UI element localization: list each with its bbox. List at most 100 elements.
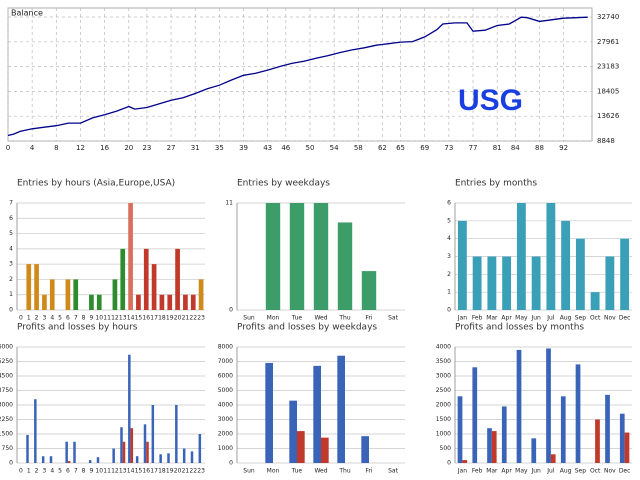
y-tick-label: 27961 [597,38,619,46]
bar [26,264,32,310]
bar [560,396,566,463]
bar [337,355,345,463]
x-tick-label: Sun [243,468,255,475]
x-tick-label: 15 [135,468,143,475]
x-tick-label: Apr [501,315,512,322]
y-tick-label: 0 [9,307,13,314]
bar [265,203,281,310]
y-tick-label: 3000 [0,402,13,409]
x-tick-label: 14 [127,468,135,475]
x-tick-label: Mon [267,468,280,475]
x-tick-label: Aug [560,468,572,475]
y-tick-label: 1 [9,291,13,298]
bar [146,441,149,463]
plot-frame [7,7,593,142]
bar [313,365,321,463]
x-tick-label: 16 [142,315,150,322]
x-tick-label: 81 [493,144,502,152]
bar [34,399,37,463]
y-tick-label: 5 [447,217,451,224]
x-tick-label: 1 [27,315,31,322]
x-tick-label: 21 [182,468,190,475]
x-tick-label: 0 [19,315,23,322]
bar [120,248,126,310]
bar [159,454,162,463]
y-tick-label: 13626 [597,112,620,120]
bar [34,264,39,310]
bar [112,448,115,463]
bar [487,428,492,463]
x-tick-label: Jun [530,468,541,475]
y-tick-label: 750 [2,445,14,452]
bar [502,256,512,310]
x-tick-label: Thu [338,315,350,322]
x-tick-label: Oct [590,315,601,322]
bar [472,256,482,310]
bar [143,248,149,310]
x-tick-label: 5 [58,315,62,322]
x-tick-label: Tue [291,315,303,322]
x-tick-label: 22 [189,468,197,475]
x-tick-label: 39 [239,144,248,152]
bar [297,431,305,463]
bar [516,203,526,310]
y-tick-label: 7000 [218,358,233,365]
bar [321,437,329,463]
bar [151,264,157,310]
bar [135,456,139,463]
bar [575,364,581,463]
bar [265,362,273,463]
y-tick-label: 0 [447,460,451,467]
bar [546,203,556,310]
bar [167,453,170,463]
x-tick-label: 7 [74,468,78,475]
bar [605,256,615,310]
bar [89,294,94,310]
y-tick-label: 0 [9,460,13,467]
x-tick-label: 5 [58,468,62,475]
x-tick-label: 92 [559,144,568,152]
x-tick-label: 4 [50,315,54,322]
bar [175,248,180,310]
x-tick-label: Jun [530,315,541,322]
x-tick-label: Dec [619,315,631,322]
bar [65,279,71,310]
bar [501,406,507,463]
chart-title: Entries by weekdays [237,179,330,189]
x-tick-label: 65 [396,144,405,152]
x-tick-label: 20 [174,315,182,322]
x-tick-label: 19 [166,315,174,322]
bar [472,367,478,463]
x-tick-label: Jan [457,315,467,322]
y-tick-label: 3000 [436,373,451,380]
bar [88,460,92,463]
y-tick-label: 5 [9,230,13,237]
bar [128,354,131,463]
y-tick-label: 1 [447,289,451,296]
bar [487,256,497,310]
bar [457,396,463,463]
y-tick-label: 4 [447,235,451,242]
bar [190,294,196,310]
y-tick-label: 6 [447,200,451,207]
x-tick-label: Sat [388,315,398,322]
balance-line [7,16,588,137]
bar [531,438,537,463]
y-tick-label: 4500 [0,373,13,380]
x-tick-label: 10 [95,468,103,475]
y-tick-label: 2 [447,271,451,278]
x-tick-label: 35 [215,144,224,152]
bar [183,294,188,310]
x-tick-label: 46 [281,144,290,152]
x-tick-label: 15 [135,315,143,322]
x-tick-label: 10 [95,315,103,322]
x-tick-label: 7 [74,315,78,322]
y-tick-label: 1500 [436,416,451,423]
bar [65,441,68,463]
bar [41,456,45,463]
x-tick-label: May [515,315,528,322]
x-tick-label: 23 [197,468,205,475]
bar [546,348,551,463]
y-tick-label: 8000 [218,344,233,351]
y-tick-label: 1000 [436,431,451,438]
